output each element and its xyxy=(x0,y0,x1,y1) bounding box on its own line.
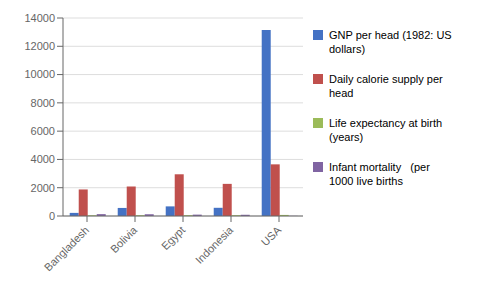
svg-text:Egypt: Egypt xyxy=(159,224,187,252)
html-text:GNP per head (1982: US dollars: GNP per head (1982: US dollars) xyxy=(329,29,452,55)
svg-text:Bangladesh: Bangladesh xyxy=(42,224,92,274)
svg-text:Indonesia: Indonesia xyxy=(193,223,236,266)
svg-text:8000: 8000 xyxy=(31,97,55,109)
svg-text:USA: USA xyxy=(259,223,284,248)
svg-text:0: 0 xyxy=(49,210,55,222)
svg-text:2000: 2000 xyxy=(31,182,55,194)
html-text:Daily calorie supply per head: Daily calorie supply per head xyxy=(329,73,443,99)
svg-text:4000: 4000 xyxy=(31,153,55,165)
svg-text:Bolivia: Bolivia xyxy=(108,223,140,255)
svg-text:12000: 12000 xyxy=(24,40,55,52)
html-text:Life expectancy at birth (year: Life expectancy at birth (years) xyxy=(329,117,443,143)
svg-text:14000: 14000 xyxy=(24,12,55,24)
svg-text:6000: 6000 xyxy=(31,125,55,137)
svg-text:10000: 10000 xyxy=(24,68,55,80)
html-text:Infant mortality (per 1000 liv: Infant mortality (per 1000 live births xyxy=(329,161,430,187)
